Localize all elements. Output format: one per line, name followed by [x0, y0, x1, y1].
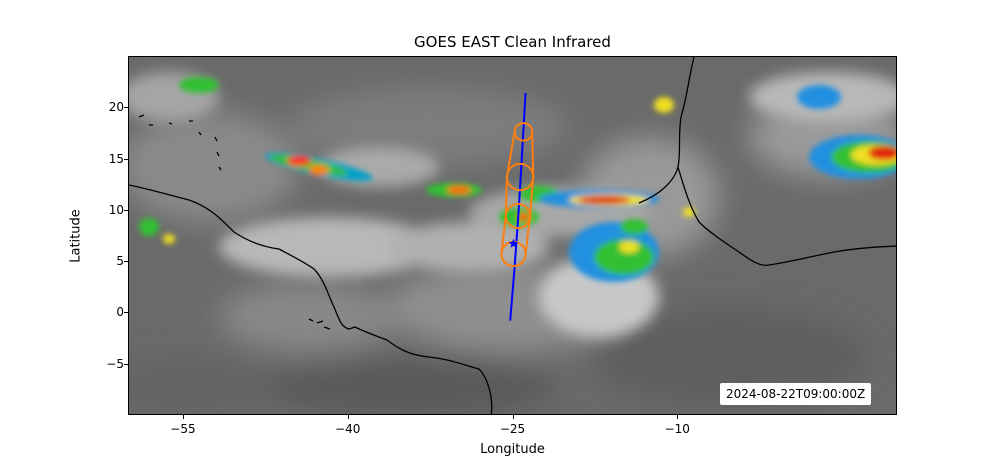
x-tick — [512, 415, 514, 419]
y-tick — [124, 107, 128, 109]
x-tick-label: −25 — [499, 422, 526, 436]
x-tick-label: −55 — [170, 422, 196, 436]
forecast-circle — [504, 202, 531, 230]
x-tick-label: −40 — [335, 422, 361, 436]
y-tick-label: 0 — [116, 305, 124, 320]
y-tick-label: 20 — [108, 100, 124, 115]
y-tick — [124, 261, 128, 263]
forecast-cone-edge — [528, 176, 535, 217]
y-tick-label: 10 — [108, 202, 124, 217]
coastlines — [129, 57, 896, 414]
y-tick — [124, 363, 128, 365]
y-tick — [124, 312, 128, 314]
track-line — [509, 92, 527, 321]
x-tick — [182, 415, 184, 419]
map-plot-area — [128, 56, 897, 415]
chart-title: GOES EAST Clean Infrared — [414, 33, 611, 51]
storm-position-star — [508, 238, 519, 248]
y-tick-label: −5 — [106, 356, 124, 371]
forecast-circle — [505, 162, 535, 192]
timestamp-label: 2024-08-22T09:00:00Z — [720, 383, 872, 405]
x-tick — [347, 415, 349, 419]
storm-track — [509, 92, 527, 321]
x-axis-label: Longitude — [480, 442, 545, 457]
x-tick-label: −10 — [664, 422, 690, 436]
forecast-cone-edge — [531, 131, 535, 178]
forecast-circle — [513, 122, 534, 142]
y-tick-label: 15 — [108, 151, 124, 166]
storm-marker — [508, 238, 519, 248]
forecast-cone-edge — [504, 176, 508, 217]
x-tick — [677, 415, 679, 419]
map-canvas — [129, 57, 896, 414]
y-tick-label: 5 — [116, 254, 124, 269]
convection-colors — [139, 77, 896, 282]
y-tick — [124, 158, 128, 160]
y-axis-label: Latitude — [68, 209, 84, 263]
y-tick — [124, 209, 128, 211]
